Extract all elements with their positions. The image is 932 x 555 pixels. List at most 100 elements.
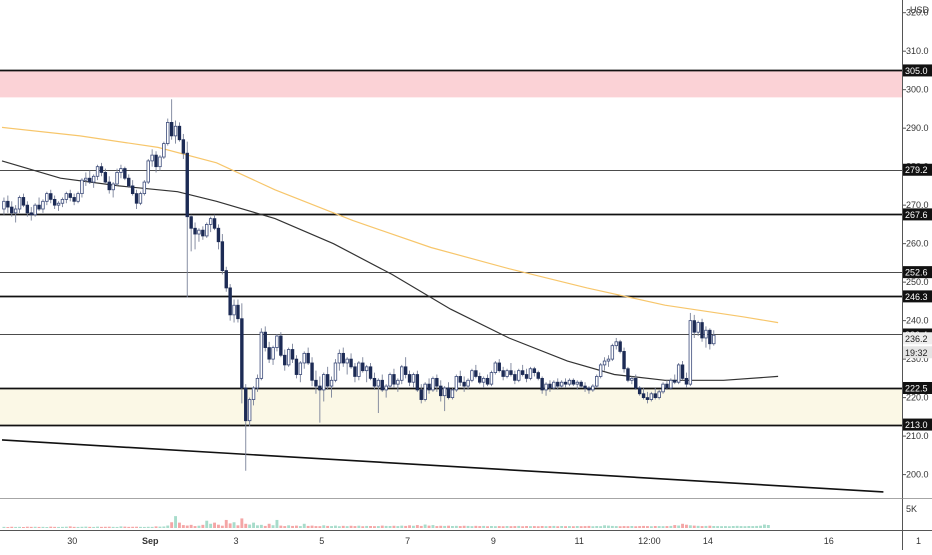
candle-body (450, 389, 455, 399)
level-price-badge-bg (903, 418, 932, 431)
volume-bar (735, 525, 739, 528)
x-tick-label: 12:00 (638, 536, 661, 546)
candle-body (267, 347, 271, 360)
volume-bar (10, 526, 14, 528)
volume-bar (724, 526, 727, 528)
level-price-badge-text: 222.5 (905, 383, 928, 393)
candle-body (329, 379, 334, 387)
candle-body (49, 193, 53, 200)
candle-body (150, 154, 154, 162)
candle (364, 364, 369, 383)
volume-bar (427, 525, 431, 528)
volume-bar (341, 525, 345, 528)
level-price-badge: 252.6 (903, 266, 932, 279)
candle-body (536, 372, 540, 379)
level-price-badge-text: 246.3 (905, 292, 928, 302)
candle (384, 384, 388, 398)
volume-bar (209, 523, 213, 528)
candle (392, 368, 396, 388)
candle (88, 170, 92, 184)
candle-body (630, 377, 634, 381)
price-badges: 305.0279.2267.6252.6246.3236.4222.5213.0… (903, 64, 932, 431)
candle (368, 362, 373, 381)
candle-body (392, 374, 396, 385)
candle (450, 387, 455, 400)
volume-bar (591, 526, 595, 528)
candle (216, 224, 221, 250)
volume-bar (158, 526, 162, 528)
volume-bar (603, 525, 606, 528)
candle (6, 195, 10, 213)
candle-body (442, 387, 447, 397)
candle-body (111, 183, 115, 191)
candle (481, 376, 486, 388)
candle-body (634, 377, 638, 389)
candle (458, 370, 462, 387)
candle (91, 174, 96, 188)
candle-body (595, 376, 599, 387)
candle-body (669, 379, 673, 389)
volume-bar (349, 525, 353, 528)
candle-body (181, 139, 186, 154)
trendline (1, 439, 884, 493)
x-axis-ticks[interactable]: 30 Sep 3 5 7 9 11 12:00 14 16 1 (67, 536, 921, 546)
volume-bar (373, 526, 376, 528)
last-price-badge-bg (903, 332, 932, 345)
volume-bar (6, 527, 10, 528)
volume-bar (692, 525, 696, 528)
candle (56, 201, 61, 211)
candle (232, 299, 236, 323)
volume-bar (657, 526, 661, 528)
volume-bar (731, 526, 735, 528)
candle-body (376, 379, 381, 387)
volume-bar (213, 522, 216, 528)
candle (407, 370, 412, 387)
candle-body (602, 360, 607, 366)
candle-body (548, 383, 552, 389)
candle (205, 222, 209, 238)
candle-body (298, 362, 303, 375)
volume-bar (544, 526, 548, 528)
candle-body (419, 389, 423, 400)
candle-body (349, 358, 353, 368)
volume-bar (743, 526, 747, 528)
candle-body (119, 168, 123, 173)
volume-bar (365, 525, 369, 528)
volume-bar (220, 525, 224, 528)
y-tick-label: 290.0 (906, 123, 929, 133)
candle-body (84, 177, 88, 181)
candle (501, 366, 505, 381)
candle (419, 384, 423, 404)
candle (524, 368, 529, 383)
candle (107, 176, 111, 194)
candle (21, 193, 26, 208)
volume-bar (443, 525, 447, 528)
volume-bar (618, 526, 622, 528)
volume-bar (326, 525, 330, 528)
candle-body (193, 227, 197, 235)
volume-bar (217, 524, 220, 528)
candle-body (60, 198, 65, 204)
candle-body (384, 385, 388, 391)
candle-body (712, 334, 716, 345)
candle (247, 397, 252, 427)
candle (446, 382, 451, 400)
level-price-badge: 267.6 (903, 208, 932, 221)
candle-body (41, 200, 45, 210)
candle (680, 361, 685, 381)
candle (442, 386, 447, 412)
volume-bar (763, 524, 766, 528)
x-tick-label: 14 (703, 536, 713, 546)
candle-body (400, 366, 404, 381)
candle-body (361, 362, 365, 372)
candle (520, 364, 525, 377)
candle (415, 370, 420, 392)
candle-body (626, 368, 630, 381)
volume-bar (310, 525, 314, 528)
volume-bar (271, 525, 275, 528)
volume-bar (556, 526, 560, 528)
candle (259, 328, 264, 381)
countdown-badge-bg (903, 346, 932, 359)
candle-body (99, 166, 104, 173)
candle-body (314, 379, 318, 387)
